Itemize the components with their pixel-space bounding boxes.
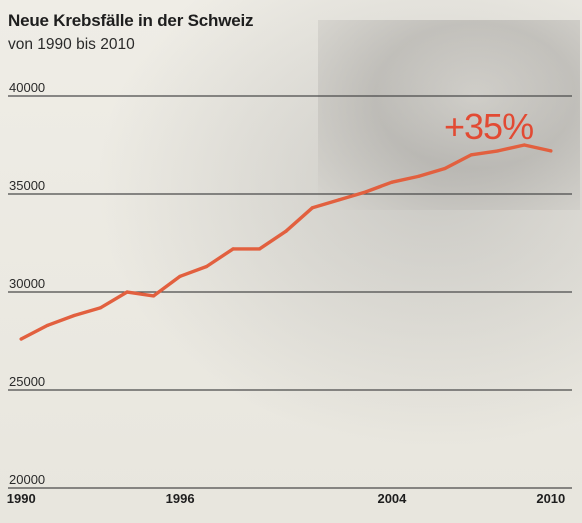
series-line-0 [19, 143, 553, 341]
data-point [152, 294, 156, 298]
data-point [310, 206, 315, 210]
x-tick-label: 2004 [377, 491, 407, 506]
data-point [337, 198, 341, 202]
data-point [522, 143, 526, 147]
x-tick-label: 1990 [7, 491, 36, 506]
x-axis-tick-labels: 1990 1996 2004 2010 [7, 491, 565, 506]
y-tick-label: 25000 [9, 374, 45, 389]
data-point [257, 247, 262, 251]
data-point [204, 264, 209, 269]
growth-annotation: +35% [444, 106, 534, 147]
y-tick-label: 20000 [9, 472, 45, 487]
data-point [19, 337, 23, 341]
data-point [496, 149, 500, 153]
data-point [72, 313, 76, 318]
data-point [549, 149, 553, 153]
y-tick-label: 35000 [9, 178, 45, 193]
y-tick-label: 30000 [9, 276, 45, 291]
data-point [469, 153, 473, 157]
data-point [231, 247, 235, 251]
y-tick-label: 40000 [9, 80, 45, 95]
y-axis-tick-labels: 20000 25000 30000 35000 40000 [9, 80, 45, 487]
data-point [443, 166, 447, 171]
data-point [363, 190, 368, 194]
series-lines [19, 143, 553, 341]
data-point [125, 290, 129, 294]
data-point [99, 306, 103, 310]
chart-subtitle: von 1990 bis 2010 [8, 36, 135, 53]
x-tick-label: 2010 [536, 491, 565, 506]
data-point [390, 180, 394, 184]
background-photo [318, 20, 580, 210]
data-point [178, 274, 182, 278]
grid-lines [8, 95, 572, 489]
chart-title: Neue Krebsfälle in der Schweiz [8, 11, 254, 30]
data-point [416, 174, 421, 178]
data-point [46, 323, 50, 327]
x-tick-label: 1996 [166, 491, 195, 506]
data-point [284, 229, 288, 233]
